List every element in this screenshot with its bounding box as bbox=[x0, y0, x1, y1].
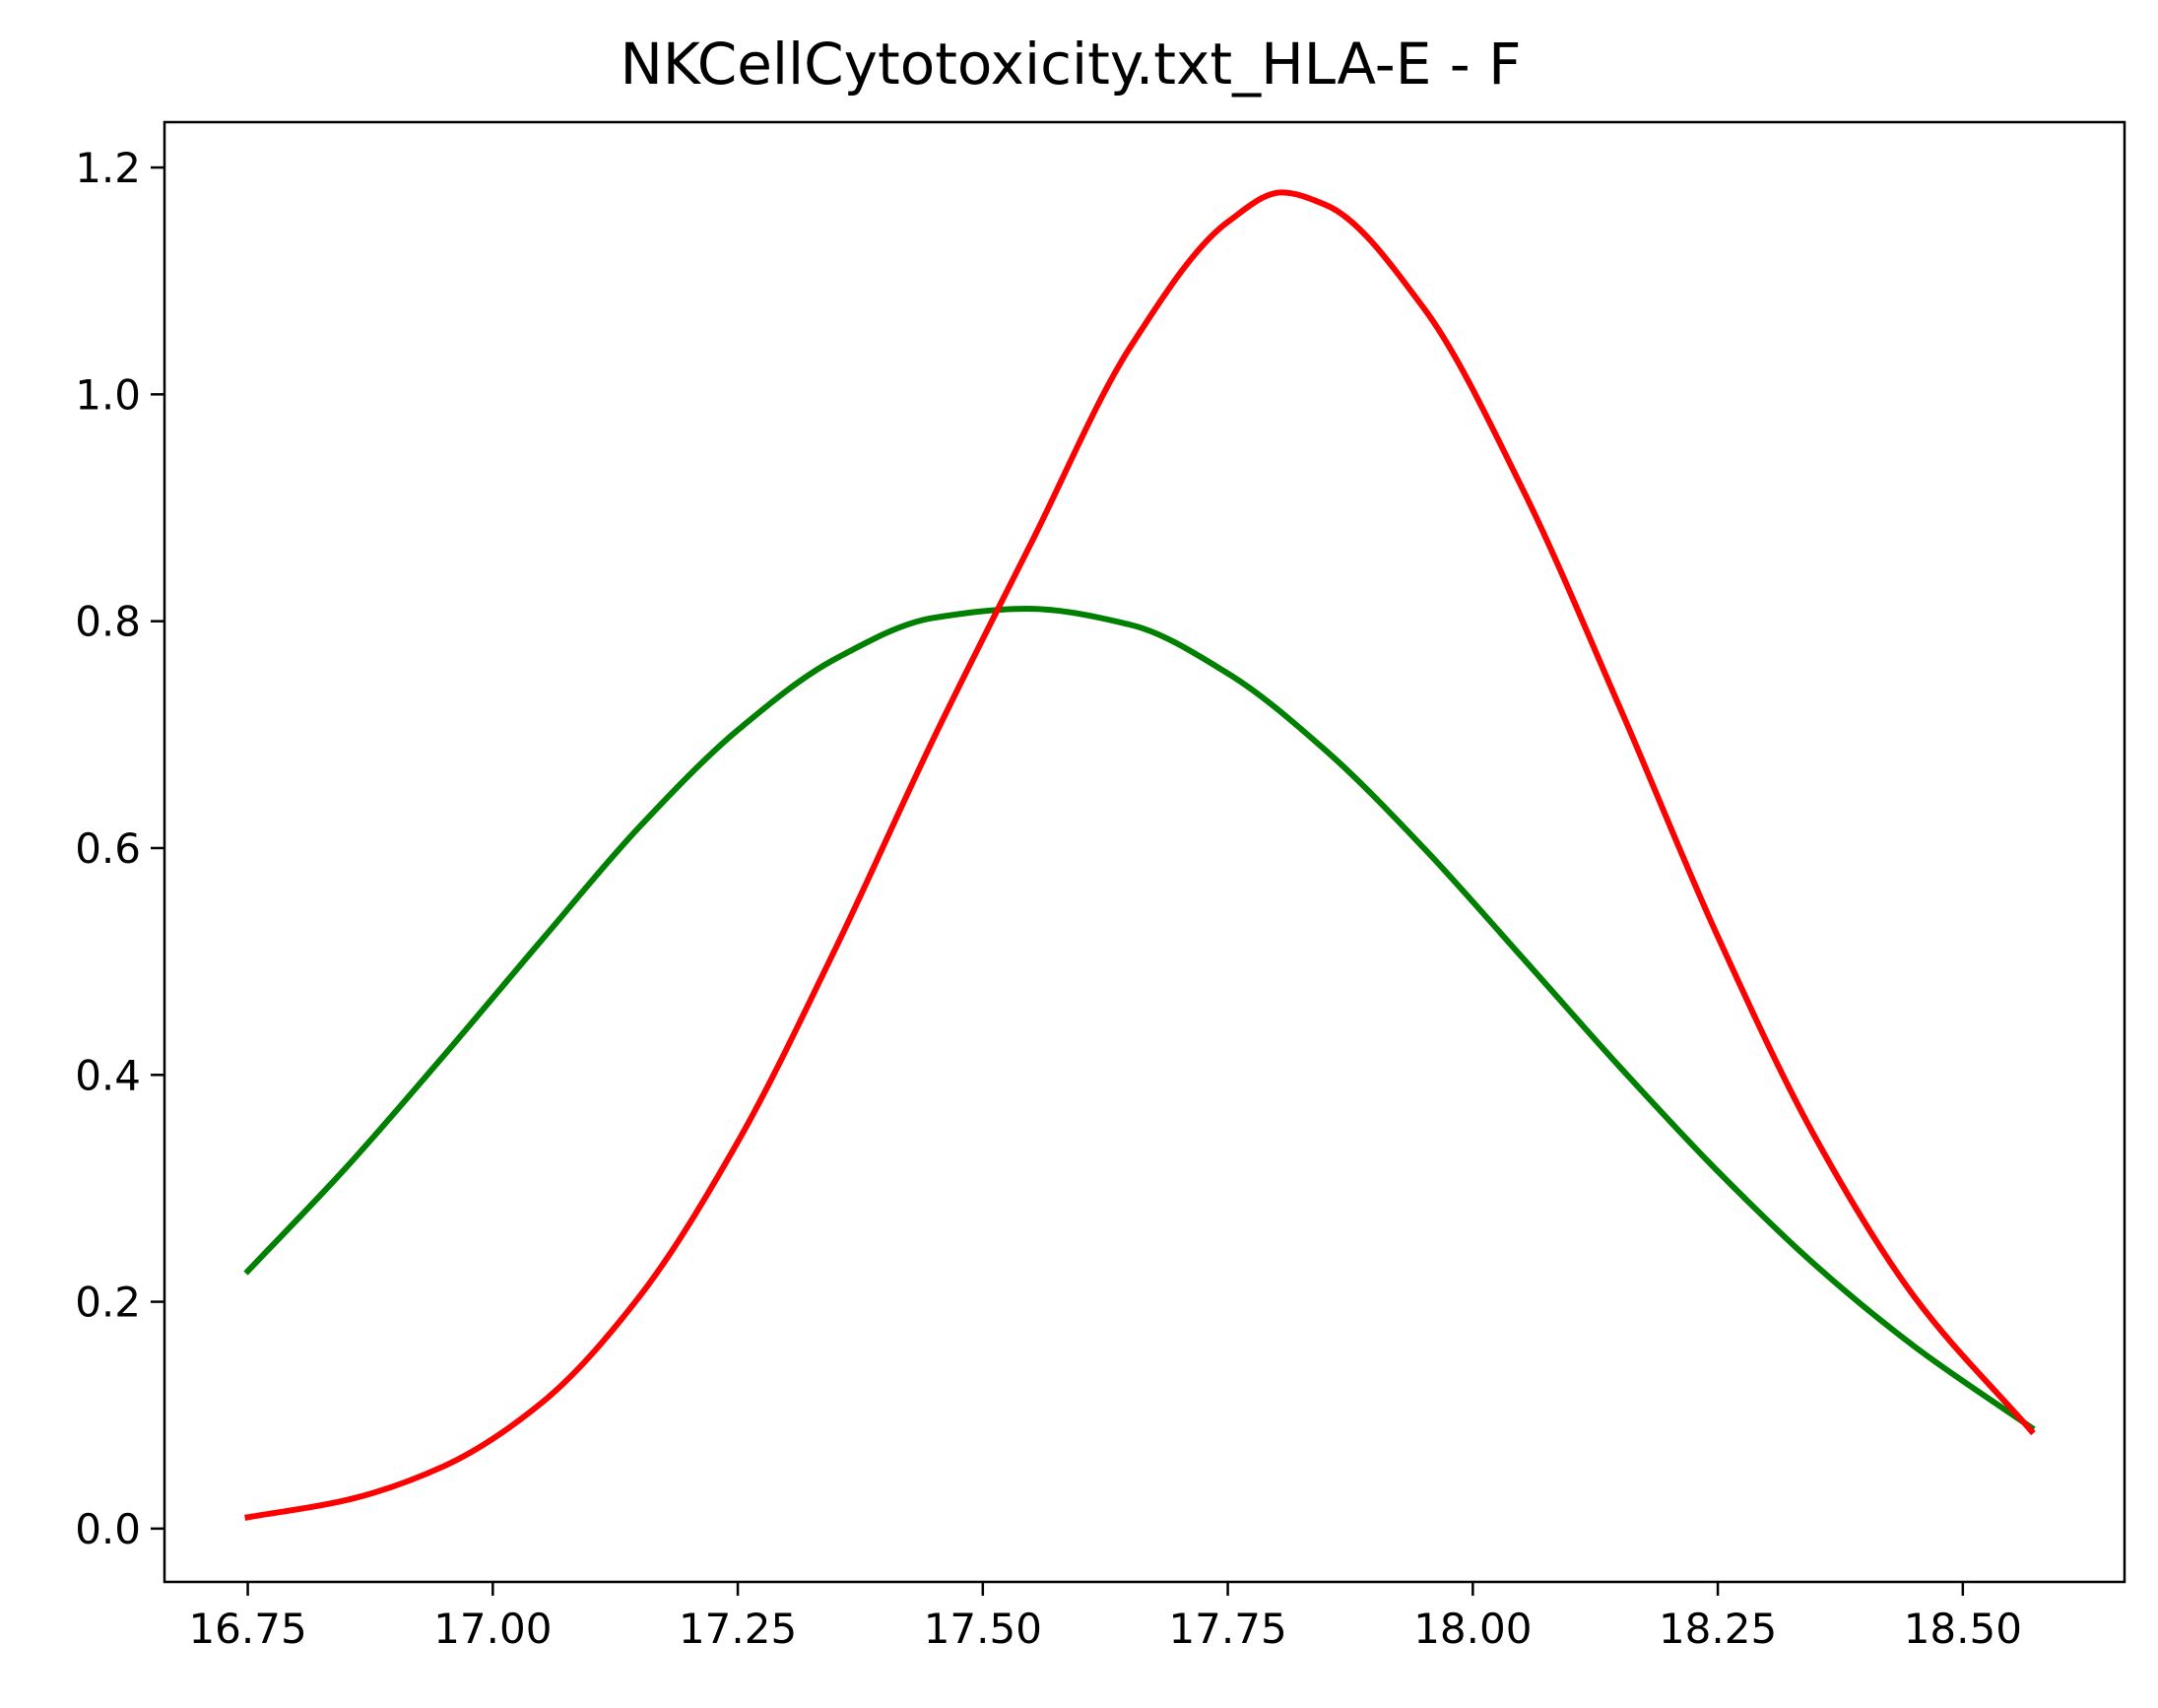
x-tick-label: 17.50 bbox=[924, 1605, 1042, 1653]
y-tick-label: 0.4 bbox=[75, 1051, 141, 1099]
chart-title: NKCellCytotoxicity.txt_HLA-E - F bbox=[620, 31, 1521, 98]
y-tick-label: 1.0 bbox=[75, 370, 141, 419]
x-tick-label: 17.25 bbox=[679, 1605, 797, 1653]
x-tick-label: 17.00 bbox=[433, 1605, 552, 1653]
x-tick-label: 18.25 bbox=[1659, 1605, 1777, 1653]
series-line-2 bbox=[244, 189, 2036, 1521]
plot-area bbox=[243, 189, 2036, 1521]
x-tick-label: 18.50 bbox=[1904, 1605, 2022, 1653]
x-tick-label: 18.00 bbox=[1413, 1605, 1532, 1653]
x-tick-label: 17.75 bbox=[1168, 1605, 1286, 1653]
y-tick-label: 0.0 bbox=[75, 1505, 141, 1553]
y-axis: 0.0 0.2 0.4 0.6 0.8 1.0 1.2 bbox=[75, 144, 164, 1553]
x-axis: 16.75 17.00 17.25 17.50 17.75 18.00 18.25 18.50 bbox=[188, 1582, 2022, 1653]
series-line-1 bbox=[243, 606, 2036, 1432]
y-tick-label: 1.2 bbox=[75, 144, 141, 192]
y-tick-label: 0.2 bbox=[75, 1279, 141, 1327]
y-tick-label: 0.8 bbox=[75, 598, 141, 646]
y-tick-label: 0.6 bbox=[75, 824, 141, 873]
x-tick-label: 16.75 bbox=[188, 1605, 306, 1653]
axes-frame bbox=[163, 120, 2126, 1584]
